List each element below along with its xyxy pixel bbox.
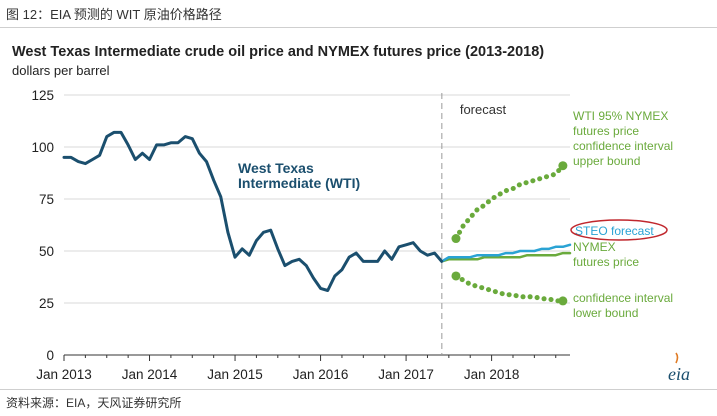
steo-forecast-label: STEO forecast [575, 224, 654, 238]
x-tick-label: Jan 2014 [122, 367, 178, 382]
y-tick-label: 0 [46, 348, 54, 363]
lower-bound-endpoint [451, 271, 461, 281]
lower-bound-endpoint [558, 296, 568, 306]
x-tick-label: Jan 2016 [293, 367, 349, 382]
eia-logo: eia [668, 364, 690, 384]
nymex-label: futures price [573, 255, 639, 269]
logo-flame-icon [675, 352, 679, 364]
y-tick-label: 125 [31, 88, 54, 103]
wti-line [62, 130, 444, 292]
x-tick-label: Jan 2013 [36, 367, 92, 382]
nymex-label: NYMEX [573, 240, 616, 254]
forecast-label: forecast [460, 102, 507, 117]
figure-title: 图 12：EIA 预测的 WIT 原油价格路径 [6, 7, 222, 22]
wti-label: Intermediate (WTI) [238, 175, 360, 191]
gridlines [64, 93, 570, 356]
source-note: 资料来源：EIA，天风证券研究所 [6, 396, 182, 410]
x-tick-labels: Jan 2013 Jan 2014 Jan 2015 Jan 2016 Jan 2017… [36, 355, 557, 382]
lower-bound-label: confidence interval [573, 291, 673, 305]
steo-forecast-line [440, 243, 572, 263]
x-tick-label: Jan 2015 [207, 367, 263, 382]
y-tick-label: 25 [39, 296, 54, 311]
upper-bound-label: WTI 95% NYMEX [573, 109, 668, 123]
series-lines [62, 130, 572, 306]
y-axis-label: dollars per barrel [12, 63, 110, 78]
bottom-divider [0, 389, 717, 390]
lower-bound-label: lower bound [573, 306, 638, 320]
upper-bound-dotted-line [453, 163, 566, 241]
lower-bound-dotted-line [453, 273, 566, 304]
upper-bound-endpoint [558, 161, 568, 171]
upper-bound-label: futures price [573, 124, 639, 138]
x-tick-label: Jan 2018 [464, 367, 520, 382]
upper-bound-label: upper bound [573, 154, 640, 168]
wti-label: West Texas [238, 160, 314, 176]
upper-bound-endpoint [451, 234, 461, 244]
y-tick-label: 100 [31, 140, 54, 155]
y-tick-label: 75 [39, 192, 54, 207]
chart-title: West Texas Intermediate crude oil price … [12, 44, 544, 60]
y-tick-label: 50 [39, 244, 54, 259]
steo-highlight-circle [570, 219, 668, 241]
nymex-futures-line [440, 251, 572, 263]
top-divider [0, 27, 717, 28]
y-tick-labels: 0 25 50 75 100 125 [31, 88, 54, 363]
upper-bound-label: confidence interval [573, 139, 673, 153]
x-tick-label: Jan 2017 [378, 367, 434, 382]
